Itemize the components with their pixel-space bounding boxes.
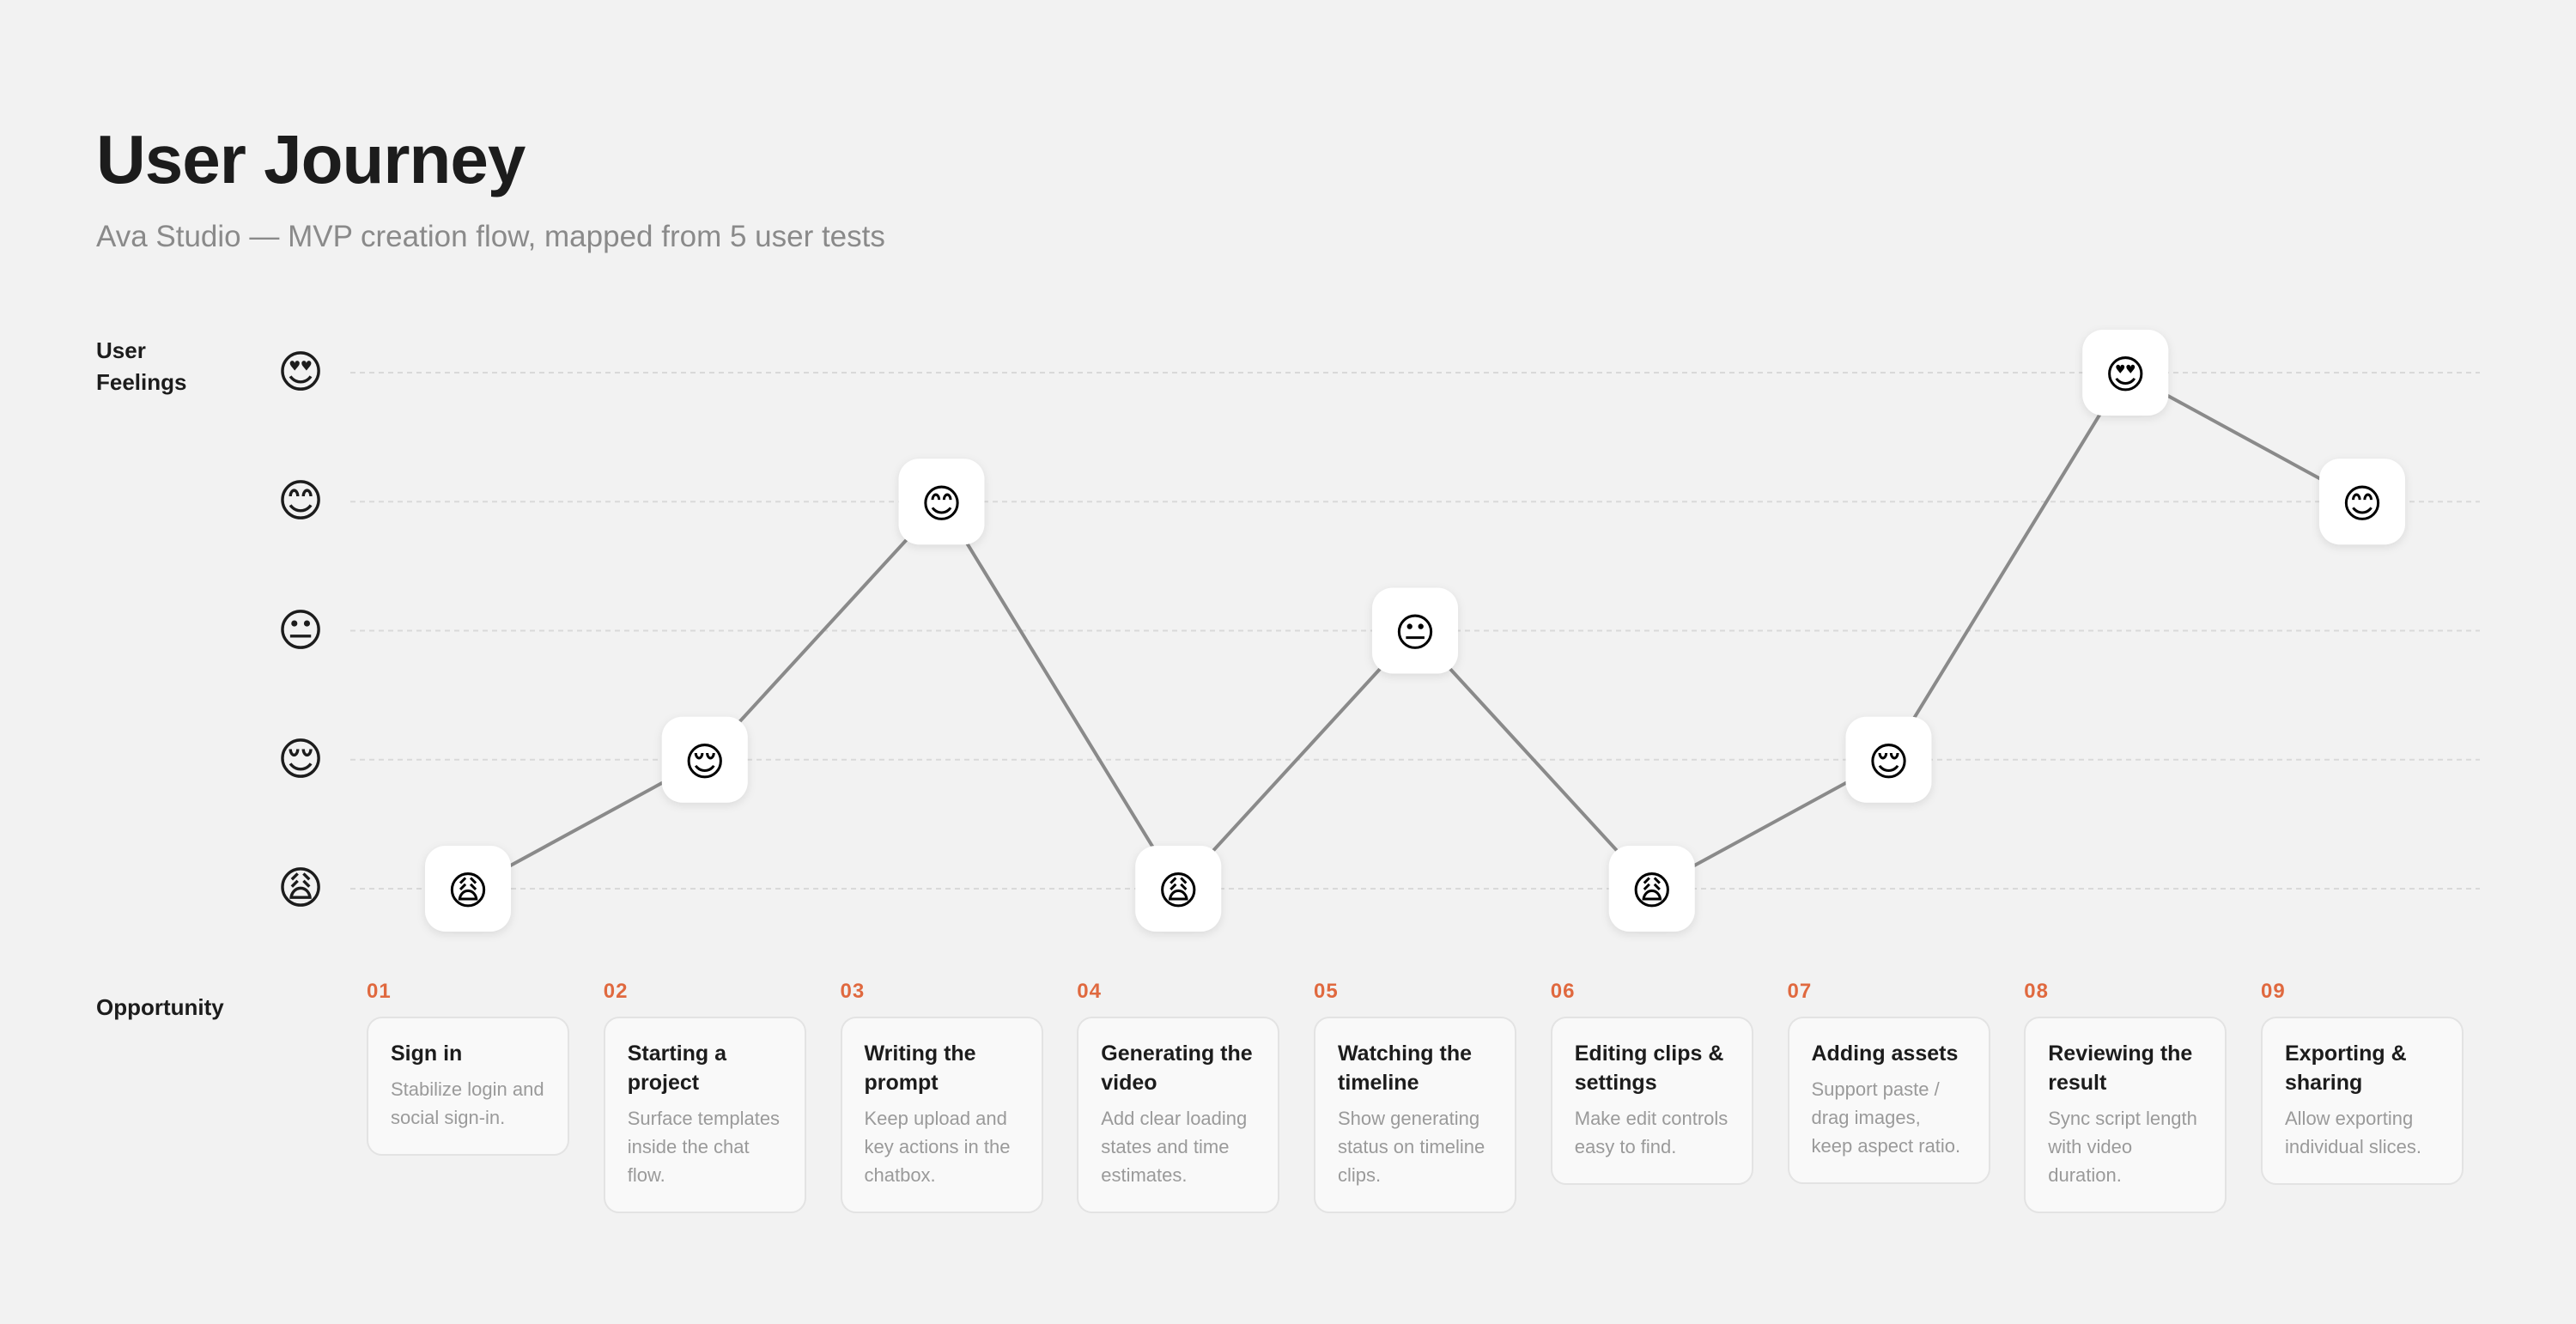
step-number: 03	[840, 980, 866, 1003]
feeling-point-box	[1608, 846, 1695, 932]
smiling-face-icon: 😊	[2342, 480, 2383, 526]
step-number: 04	[1077, 980, 1102, 1003]
feeling-point-box	[1135, 846, 1222, 932]
opportunity-card[interactable]: Starting a project Surface templates insi…	[603, 1017, 806, 1213]
card-title: Exporting & sharing	[2285, 1042, 2407, 1095]
card-description: Make edit controls easy to find.	[1574, 1108, 1728, 1157]
feeling-point-05[interactable]: 😐	[1372, 587, 1458, 674]
card-description: Surface templates inside the chat flow.	[627, 1108, 781, 1186]
opportunity-step-06: 06 Editing clips & settings Make edit cont…	[1550, 979, 1753, 1185]
user-feelings-label: User Feelings	[96, 337, 187, 395]
opportunity-card[interactable]: Reviewing the result Sync script length w…	[2024, 1017, 2227, 1213]
opportunity-card[interactable]: Generating the video Add clear loading st…	[1077, 1017, 1280, 1213]
opportunity-step-03: 03 Writing the prompt Keep upload and key …	[840, 979, 1043, 1213]
feeling-point-03[interactable]: 😊	[898, 459, 985, 545]
card-title: Sign in	[391, 1042, 463, 1066]
opportunity-step-04: 04 Generating the video Add clear loading …	[1077, 979, 1280, 1213]
card-title: Generating the video	[1101, 1042, 1253, 1095]
step-number: 09	[2261, 980, 2286, 1003]
step-number: 05	[1314, 980, 1339, 1003]
card-description: Sync script length with video duration.	[2048, 1108, 2197, 1186]
feeling-point-box	[898, 459, 985, 545]
smiling-face-icon: 😊	[276, 476, 325, 528]
feeling-point-box	[2082, 330, 2169, 416]
neutral-face-icon: 😐	[276, 604, 325, 657]
opportunity-card[interactable]: Sign in Stabilize login and social sign-i…	[367, 1017, 569, 1156]
smiling-face-icon: 😊	[921, 480, 963, 526]
opportunity-label: Opportunity	[96, 994, 224, 1020]
weary-face-icon: 😩	[276, 863, 325, 914]
card-description: Show generating status on timeline clips…	[1338, 1108, 1485, 1186]
opportunity-card[interactable]: Adding assets Support paste / drag images…	[1787, 1017, 1990, 1184]
weary-face-icon: 😩	[1631, 867, 1673, 914]
weary-face-icon: 😩	[447, 867, 489, 914]
weary-face-icon: 😩	[1157, 867, 1199, 914]
heart-eyes-face-icon: 😍	[276, 347, 325, 398]
card-title: Starting a project	[627, 1042, 727, 1095]
card-title: Reviewing the result	[2048, 1042, 2193, 1095]
relieved-face-icon: 😌	[1868, 738, 1910, 785]
step-number: 06	[1550, 980, 1576, 1003]
feeling-point-06[interactable]: 😩	[1608, 846, 1695, 932]
opportunity-card[interactable]: Writing the prompt Keep upload and key ac…	[840, 1017, 1043, 1213]
neutral-face-icon: 😐	[1394, 610, 1436, 656]
relieved-face-icon: 😌	[276, 733, 325, 786]
feeling-point-07[interactable]: 😌	[1845, 716, 1932, 803]
feeling-point-box	[1845, 716, 1932, 803]
card-description: Stabilize login and social sign-in.	[391, 1078, 544, 1128]
card-title: Writing the prompt	[864, 1042, 976, 1095]
relieved-face-icon: 😌	[684, 738, 726, 785]
card-title: Watching the timeline	[1338, 1042, 1473, 1095]
step-number: 08	[2024, 980, 2049, 1003]
card-title: Editing clips & settings	[1574, 1042, 1724, 1095]
feeling-point-box	[2319, 459, 2405, 545]
feeling-point-02[interactable]: 😌	[661, 716, 748, 803]
page-subtitle: Ava Studio — MVP creation flow, mapped f…	[96, 220, 885, 253]
card-description: Add clear loading states and time estima…	[1101, 1108, 1248, 1186]
feeling-point-01[interactable]: 😩	[425, 846, 511, 932]
opportunity-step-09: 09 Exporting & sharing Allow exporting ind…	[2261, 979, 2464, 1185]
feeling-point-box	[425, 846, 511, 932]
opportunity-step-08: 08 Reviewing the result Sync script length…	[2024, 979, 2227, 1213]
opportunity-step-07: 07 Adding assets Support paste / drag imag…	[1787, 979, 1990, 1184]
card-description: Support paste / drag images, keep aspect…	[1811, 1078, 1961, 1157]
page-title: User Journey	[96, 121, 526, 197]
card-title: Adding assets	[1811, 1042, 1959, 1066]
opportunity-step-05: 05 Watching the timeline Show generating s…	[1314, 979, 1516, 1213]
feeling-point-box	[661, 716, 748, 803]
opportunity-step-02: 02 Starting a project Surface templates in…	[603, 979, 806, 1213]
card-description: Allow exporting individual slices.	[2285, 1108, 2421, 1157]
opportunity-step-01: 01 Sign in Stabilize login and social sign…	[367, 979, 569, 1156]
opportunity-card[interactable]: Editing clips & settings Make edit contro…	[1550, 1017, 1753, 1185]
step-number: 02	[603, 980, 629, 1003]
card-description: Keep upload and key actions in the chatb…	[864, 1108, 1011, 1186]
step-number: 01	[367, 980, 392, 1003]
heart-eyes-face-icon: 😍	[2105, 351, 2146, 398]
feeling-point-04[interactable]: 😩	[1135, 846, 1222, 932]
step-number: 07	[1787, 980, 1813, 1003]
opportunity-card[interactable]: Exporting & sharing Allow exporting indiv…	[2261, 1017, 2464, 1185]
feeling-point-08[interactable]: 😍	[2082, 330, 2169, 416]
feeling-point-box	[1372, 587, 1458, 674]
feeling-point-09[interactable]: 😊	[2319, 459, 2405, 545]
opportunity-card[interactable]: Watching the timeline Show generating sta…	[1314, 1017, 1516, 1213]
